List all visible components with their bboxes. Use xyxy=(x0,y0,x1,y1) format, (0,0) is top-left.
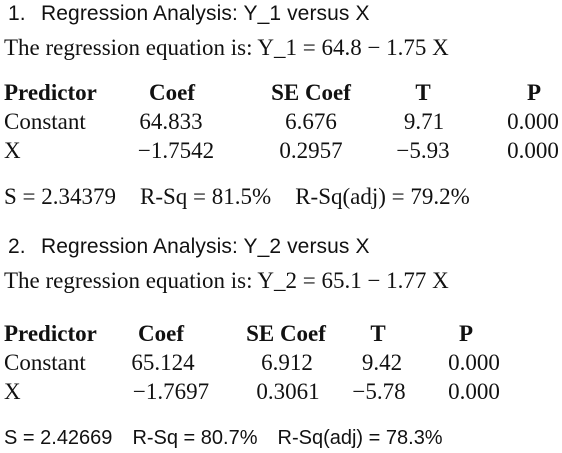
cell-se-coef: 0.3061 xyxy=(256,379,320,404)
cell-se-coef: 6.912 xyxy=(261,350,313,375)
header-predictor: Predictor xyxy=(4,80,97,105)
header-predictor: Predictor xyxy=(4,321,97,346)
cell-coef: 65.124 xyxy=(131,350,195,375)
section-title: Regression Analysis: Y_1 versus X xyxy=(41,2,370,25)
cell-predictor: X xyxy=(4,379,21,404)
header-p: P xyxy=(526,80,542,105)
summary-s: S = 2.34379 xyxy=(4,184,117,209)
table-row: Constant 64.833 6.676 9.71 0.000 xyxy=(0,109,562,139)
cell-t: 9.42 xyxy=(361,350,403,375)
cell-t: 9.71 xyxy=(403,109,445,134)
table-header-row: Predictor Coef SE Coef T P xyxy=(0,321,562,351)
cell-predictor: Constant xyxy=(4,109,86,134)
summary-rsq: R-Sq = 81.5% xyxy=(140,184,272,209)
header-t: T xyxy=(415,80,431,105)
table-row: Constant 65.124 6.912 9.42 0.000 xyxy=(0,350,562,380)
header-se-coef: SE Coef xyxy=(246,321,326,346)
cell-predictor: Constant xyxy=(4,350,86,375)
summary-rsq-adj: R-Sq(adj) = 79.2% xyxy=(295,184,470,209)
cell-coef: 64.833 xyxy=(139,109,203,134)
model-summary: S = 2.34379 R-Sq = 81.5% R-Sq(adj) = 79.2% xyxy=(4,184,470,210)
summary-s: S = 2.42669 xyxy=(4,427,113,449)
cell-coef: −1.7697 xyxy=(132,379,210,404)
cell-predictor: X xyxy=(4,138,21,163)
header-se-coef: SE Coef xyxy=(271,80,351,105)
header-p: P xyxy=(458,321,474,346)
table-row: X −1.7542 0.2957 −5.93 0.000 xyxy=(0,138,562,168)
summary-rsq: R-Sq = 80.7% xyxy=(132,427,258,449)
section-number: 2. xyxy=(8,235,26,258)
cell-t: −5.78 xyxy=(352,379,406,404)
cell-p: 0.000 xyxy=(448,350,500,375)
cell-p: 0.000 xyxy=(448,379,500,404)
regression-equation: The regression equation is: Y_2 = 65.1 −… xyxy=(4,268,449,293)
section-heading: 2. Regression Analysis: Y_2 versus X xyxy=(8,235,370,259)
header-coef: Coef xyxy=(149,80,195,105)
cell-coef: −1.7542 xyxy=(137,138,215,163)
regression-equation: The regression equation is: Y_1 = 64.8 −… xyxy=(4,35,449,60)
header-coef: Coef xyxy=(138,321,184,346)
table-header-row: Predictor Coef SE Coef T P xyxy=(0,80,562,110)
table-row: X −1.7697 0.3061 −5.78 0.000 xyxy=(0,379,562,409)
cell-p: 0.000 xyxy=(507,109,559,134)
cell-se-coef: 0.2957 xyxy=(279,138,343,163)
cell-se-coef: 6.676 xyxy=(285,109,337,134)
section-number: 1. xyxy=(8,2,26,25)
section-title: Regression Analysis: Y_2 versus X xyxy=(41,235,370,258)
section-heading: 1. Regression Analysis: Y_1 versus X xyxy=(8,2,370,26)
cell-t: −5.93 xyxy=(396,138,450,163)
cell-p: 0.000 xyxy=(507,138,559,163)
model-summary: S = 2.42669 R-Sq = 80.7% R-Sq(adj) = 78.3% xyxy=(4,427,443,450)
header-t: T xyxy=(370,321,386,346)
summary-rsq-adj: R-Sq(adj) = 78.3% xyxy=(277,427,443,449)
